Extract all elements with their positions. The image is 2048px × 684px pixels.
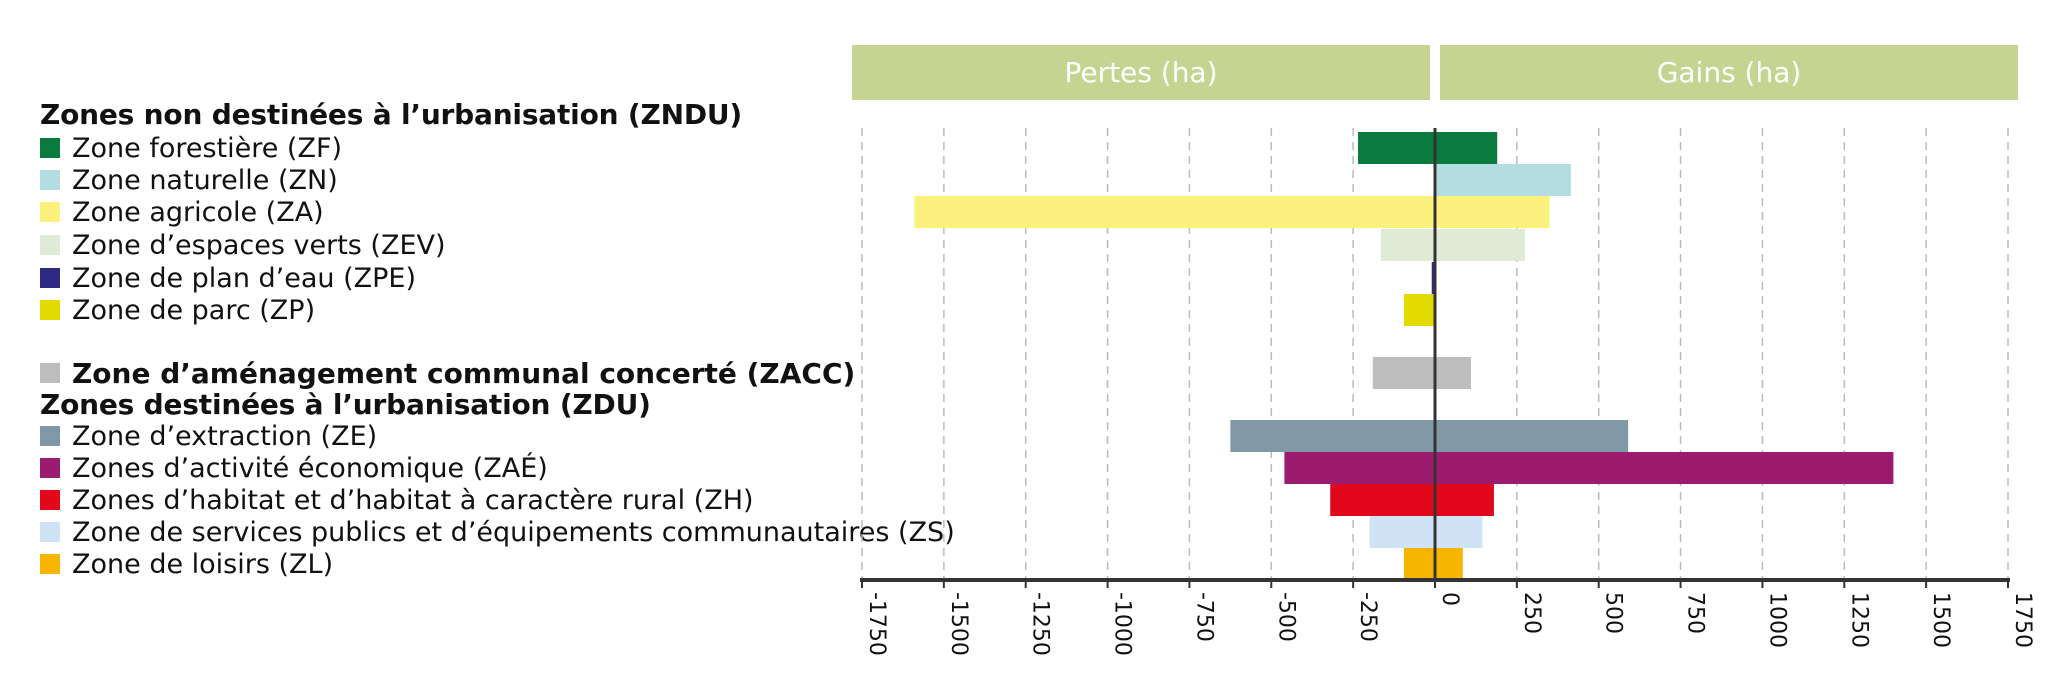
legend-label-zev: Zone d’espaces verts (ZEV) xyxy=(72,229,446,261)
legend-label-zpe: Zone de plan d’eau (ZPE) xyxy=(72,262,417,294)
bar-loss xyxy=(1284,452,1435,484)
legend-item-zev: Zone d’espaces verts (ZEV) xyxy=(40,229,446,261)
legend-label-zn: Zone naturelle (ZN) xyxy=(72,164,338,196)
losses-header: Pertes (ha) xyxy=(852,45,1430,100)
legend-label-zacc: Zone d’aménagement communal concerté (ZA… xyxy=(72,356,856,390)
legend-label-zl: Zone de loisirs (ZL) xyxy=(72,548,334,580)
losses-header-label: Pertes (ha) xyxy=(1064,56,1218,89)
bar-gain xyxy=(1435,229,1526,261)
x-tick-label: -1750 xyxy=(864,592,889,656)
legend-label-zs: Zone de services publics et d’équipement… xyxy=(72,516,955,548)
legend-swatch-ze xyxy=(40,426,60,446)
x-tick-label: 1000 xyxy=(1764,592,1789,648)
bar-gain xyxy=(1435,452,1894,484)
x-tick-label: -1250 xyxy=(1028,592,1053,656)
legend-swatch-zpe xyxy=(40,268,60,288)
axes xyxy=(860,128,2010,588)
x-tick-label: 1750 xyxy=(2010,592,2035,648)
legend-item-zacc: Zone d’aménagement communal concerté (ZA… xyxy=(40,356,856,390)
bar-gain xyxy=(1435,196,1550,228)
legend-label-zf: Zone forestière (ZF) xyxy=(72,132,343,164)
legend-label-zh: Zones d’habitat et d’habitat à caractère… xyxy=(72,484,754,516)
bar-loss xyxy=(1403,548,1435,580)
bars xyxy=(914,132,1894,580)
bar-loss xyxy=(1403,294,1435,326)
bar-gain xyxy=(1435,516,1483,548)
bar-gain xyxy=(1435,420,1629,452)
legend-item-zf: Zone forestière (ZF) xyxy=(40,132,342,164)
zndu-title: Zones non destinées à l’urbanisation (ZN… xyxy=(40,98,742,131)
bar-loss xyxy=(1372,357,1435,389)
bar-loss xyxy=(914,196,1435,228)
legend-item-zl: Zone de loisirs (ZL) xyxy=(40,548,333,580)
x-tick-label: 0 xyxy=(1437,592,1462,606)
bar-loss xyxy=(1330,484,1435,516)
legend-swatch-zn xyxy=(40,170,60,190)
x-tick-label: 750 xyxy=(1683,592,1708,634)
gains-header: Gains (ha) xyxy=(1440,45,2018,100)
legend-swatch-zp xyxy=(40,300,60,320)
legend-item-zn: Zone naturelle (ZN) xyxy=(40,164,338,196)
bar-gain xyxy=(1435,548,1463,580)
legend-swatch-zs xyxy=(40,522,60,542)
legend-item-zae: Zones d’activité économique (ZAÉ) xyxy=(40,452,548,484)
zdu-title: Zones destinées à l’urbanisation (ZDU) xyxy=(40,388,651,421)
legend-item-zp: Zone de parc (ZP) xyxy=(40,294,315,326)
legend-label-za: Zone agricole (ZA) xyxy=(72,196,324,228)
legend-label-ze: Zone d’extraction (ZE) xyxy=(72,420,378,452)
x-tick-label: 1500 xyxy=(1928,592,1953,648)
x-tick-label: -750 xyxy=(1191,592,1216,642)
x-tick-label: 250 xyxy=(1519,592,1544,634)
x-tick-label: 500 xyxy=(1601,592,1626,634)
legend-swatch-zl xyxy=(40,554,60,574)
legend-item-za: Zone agricole (ZA) xyxy=(40,196,324,228)
bar-gain xyxy=(1435,357,1472,389)
legend-swatch-za xyxy=(40,202,60,222)
x-tick-label: 1250 xyxy=(1846,592,1871,648)
bar-gain xyxy=(1435,484,1494,516)
bar-loss xyxy=(1431,262,1435,294)
legend-swatch-zev xyxy=(40,235,60,255)
legend-item-zh: Zones d’habitat et d’habitat à caractère… xyxy=(40,484,754,516)
legend-label-zp: Zone de parc (ZP) xyxy=(72,294,316,326)
legend-swatch-zh xyxy=(40,490,60,510)
bar-loss xyxy=(1369,516,1435,548)
bar-gain xyxy=(1435,164,1571,196)
bar-loss xyxy=(1380,229,1435,261)
bar-gain xyxy=(1435,132,1498,164)
legend-item-zpe: Zone de plan d’eau (ZPE) xyxy=(40,262,416,294)
x-tick-label: -500 xyxy=(1273,592,1298,642)
x-tick-label: -250 xyxy=(1355,592,1380,642)
legend-swatch-zacc xyxy=(40,363,60,383)
gains-header-label: Gains (ha) xyxy=(1656,56,1802,89)
tick-labels: -1750 -1500 -1250 -1000 -750 -500 -250 0 250 500 7… xyxy=(864,592,2035,656)
legend-item-zs: Zone de services publics et d’équipement… xyxy=(40,516,955,548)
x-tick-label: -1000 xyxy=(1110,592,1135,656)
legend-item-ze: Zone d’extraction (ZE) xyxy=(40,420,377,452)
x-tick-label: -1500 xyxy=(946,592,971,656)
legend-swatch-zf xyxy=(40,138,60,158)
legend-label-zae: Zones d’activité économique (ZAÉ) xyxy=(72,452,548,484)
bar-loss xyxy=(1230,420,1435,452)
bar-loss xyxy=(1358,132,1435,164)
legend-swatch-zae xyxy=(40,458,60,478)
